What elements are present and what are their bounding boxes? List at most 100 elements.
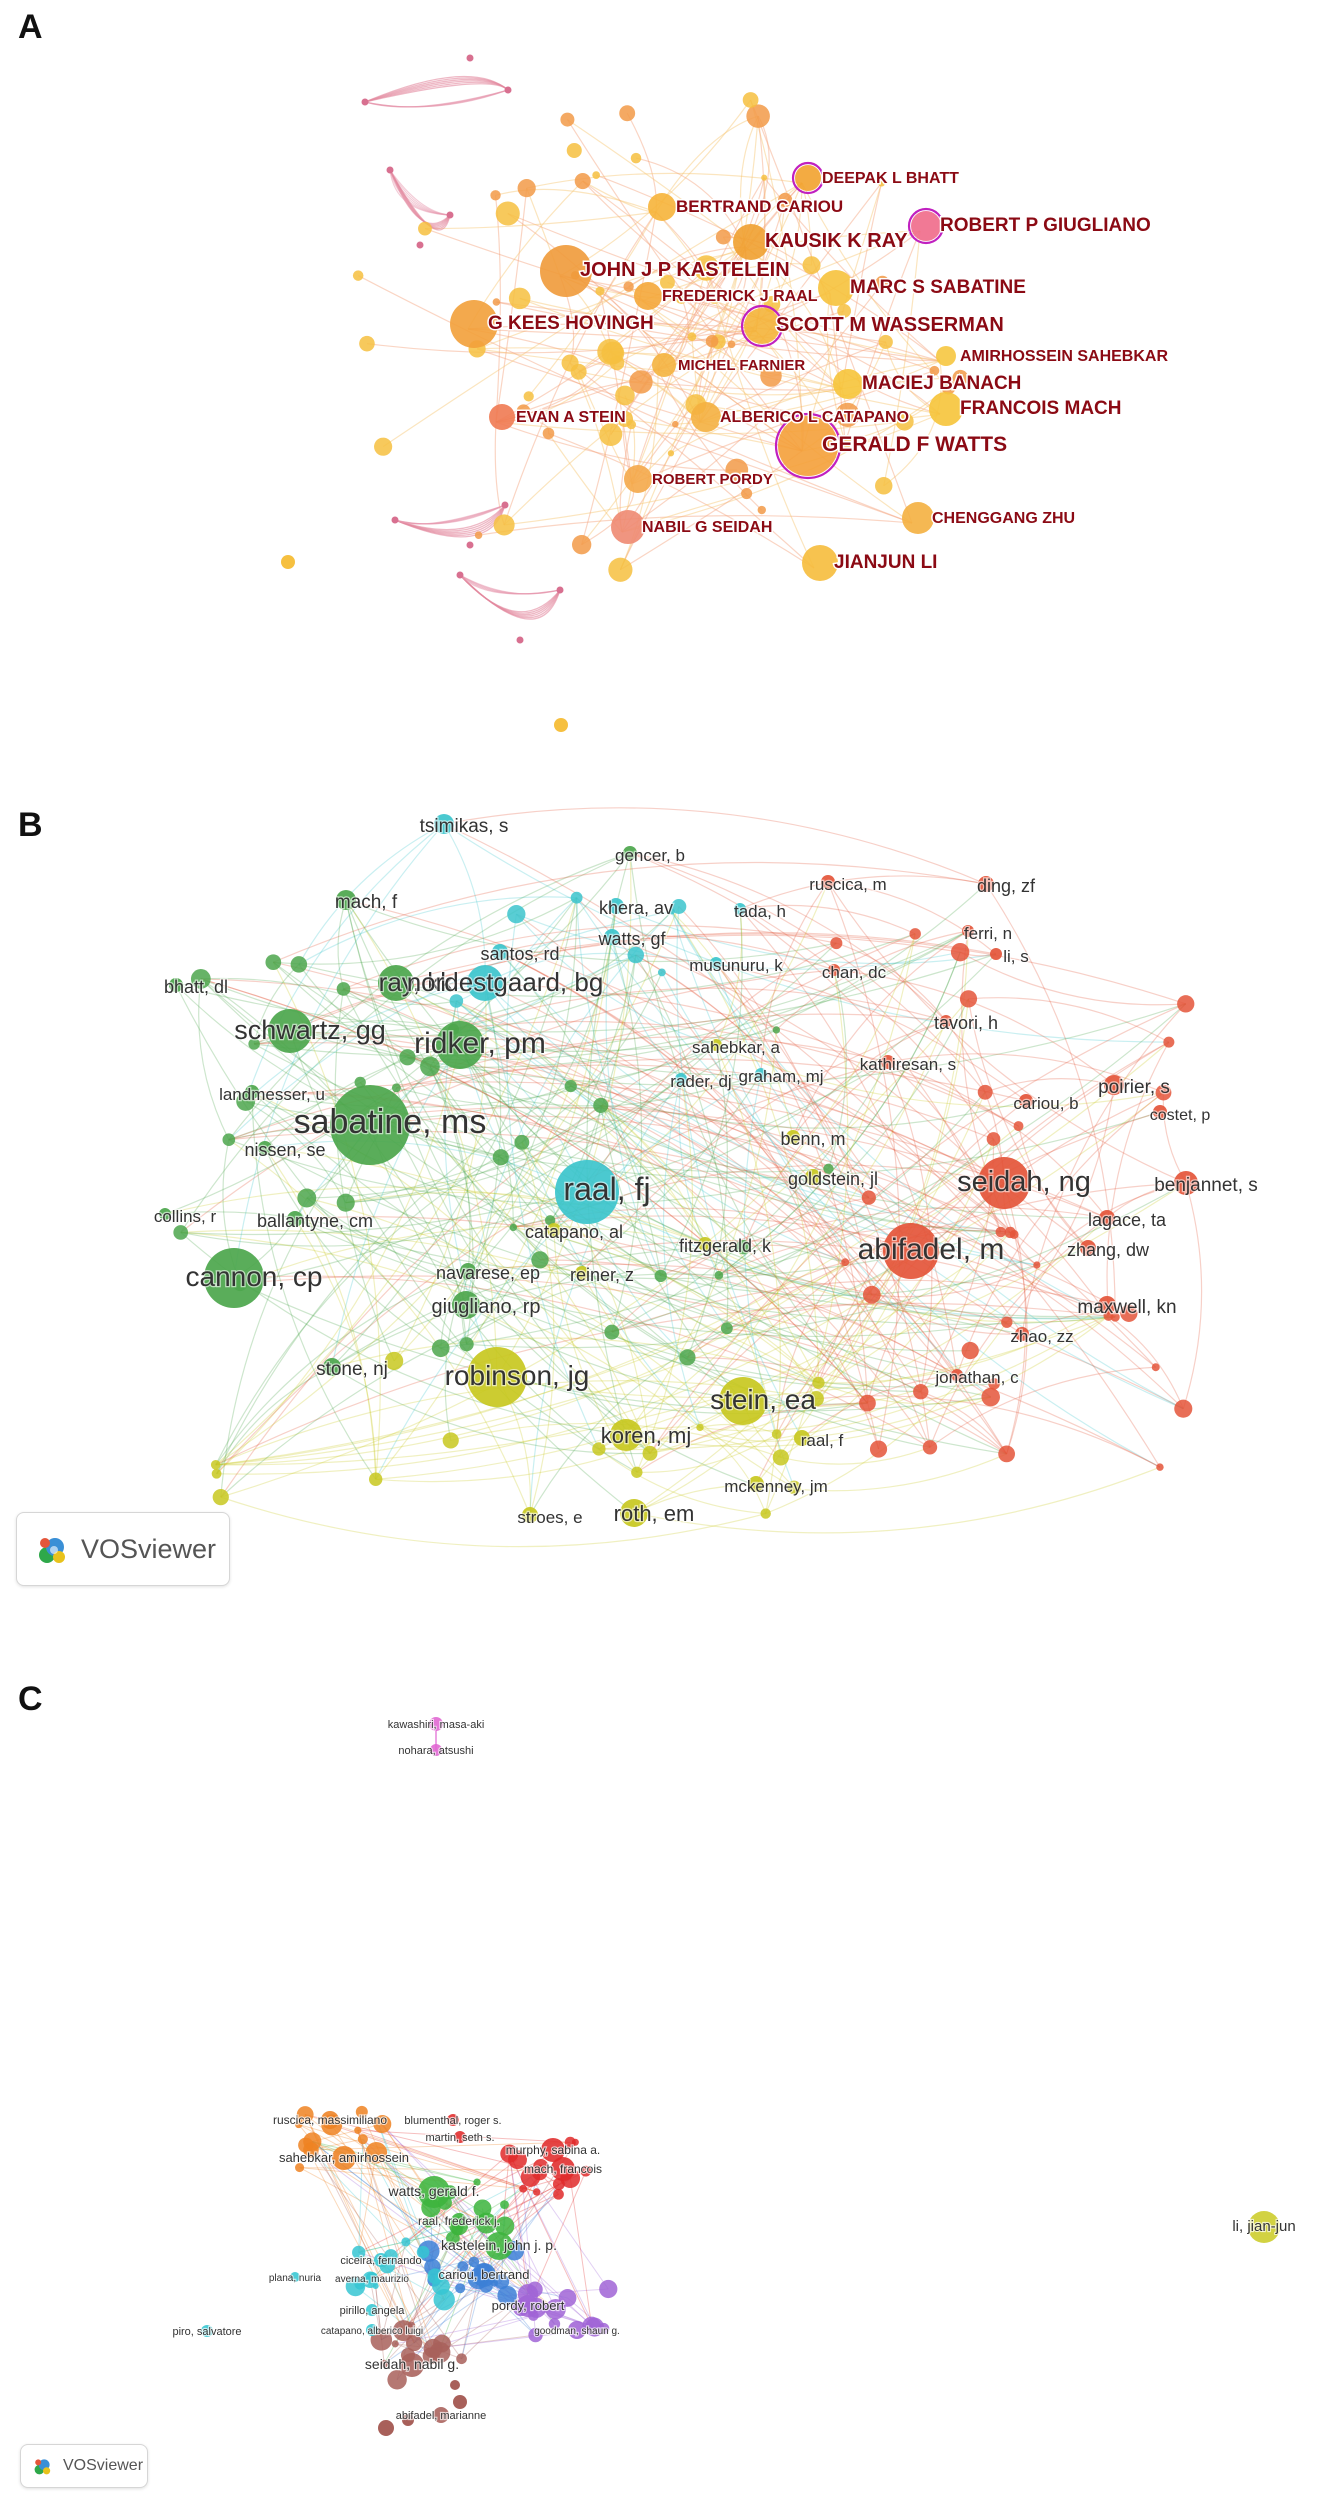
author-label-li-jian-jun: li, jian-jun	[1232, 2218, 1295, 2235]
author-node	[330, 1085, 410, 1165]
author-node	[456, 571, 464, 579]
panel-a-letter: A	[18, 8, 43, 46]
vosviewer-badge-c: VOSviewer	[20, 2444, 148, 2488]
author-label-nabil-g-seidah: NABIL G SEIDAH	[642, 519, 772, 536]
panel-b-letter: B	[18, 806, 43, 844]
author-label-santos-rd: santos, rd	[480, 944, 559, 964]
author-node	[555, 1160, 619, 1224]
author-label-nordestgaard-bg: nordestgaard, bg	[407, 967, 604, 997]
author-node	[485, 2232, 513, 2260]
author-node	[778, 192, 793, 208]
author-node	[585, 2317, 605, 2337]
author-node	[805, 1169, 821, 1185]
author-node	[652, 353, 676, 377]
author-node	[541, 2138, 565, 2162]
author-node	[354, 2126, 362, 2134]
author-label-ciceira-fernando: ciceira, fernando	[340, 2255, 421, 2267]
author-node	[862, 1285, 881, 1304]
author-node	[446, 211, 454, 219]
author-label-benn-m: benn, m	[780, 1129, 845, 1149]
author-label-fitzgerald-k: fitzgerald, k	[679, 1236, 772, 1256]
author-node	[354, 1076, 366, 1089]
author-label-sabatine-ms: sabatine, ms	[294, 1103, 487, 1141]
author-node	[627, 946, 645, 964]
author-label-ruscica-m: ruscica, m	[809, 875, 886, 894]
author-node	[601, 341, 625, 365]
author-node	[355, 2105, 368, 2118]
author-node	[828, 964, 840, 976]
author-label-abifadel-marianne: abifadel, marianne	[396, 2410, 487, 2422]
author-node	[778, 416, 838, 476]
author-node	[386, 166, 394, 174]
author-node	[492, 298, 501, 306]
author-node	[336, 982, 351, 996]
author-node	[940, 1015, 952, 1027]
author-node	[519, 2184, 528, 2193]
author-node	[169, 978, 183, 992]
author-label-cariou-bertrand: cariou, bertrand	[438, 2267, 529, 2282]
vosviewer-label: VOSviewer	[81, 1533, 217, 1564]
author-node	[574, 173, 591, 190]
author-node	[746, 104, 770, 128]
author-label-collins-r: collins, r	[154, 1207, 217, 1226]
author-node	[794, 1430, 810, 1446]
author-label-stein-ea: stein, ea	[710, 1384, 816, 1415]
author-node	[995, 1226, 1007, 1238]
author-node	[667, 450, 675, 457]
author-node	[468, 2256, 480, 2268]
author-label-averna-maurizio: averna, maurizio	[335, 2274, 409, 2285]
author-node	[611, 510, 645, 544]
author-node	[599, 2279, 618, 2299]
author-node	[795, 165, 821, 191]
author-node	[624, 465, 652, 493]
author-node	[642, 1445, 658, 1461]
author-node	[1099, 1210, 1115, 1226]
author-label-khera-av: khera, av	[599, 898, 673, 918]
highlight-ring	[907, 207, 945, 245]
author-node	[544, 1215, 556, 1226]
author-node	[490, 190, 501, 201]
author-node	[657, 968, 666, 977]
author-node	[451, 2213, 467, 2229]
author-node	[1033, 1261, 1041, 1269]
author-node	[297, 1188, 317, 1208]
author-label-goldstein-jl: goldstein, jl	[788, 1169, 878, 1189]
author-node	[391, 2340, 399, 2348]
author-node	[648, 193, 676, 221]
author-node	[459, 1337, 474, 1352]
author-node	[710, 957, 722, 969]
author-node	[592, 171, 601, 179]
author-node	[159, 1208, 171, 1220]
author-node	[1120, 1304, 1138, 1322]
author-label-piro-salvatore: piro, salvatore	[172, 2326, 241, 2338]
author-node	[473, 2178, 481, 2186]
author-node	[760, 1508, 771, 1519]
author-node	[504, 86, 512, 94]
author-node	[902, 502, 934, 534]
author-node	[323, 1358, 341, 1376]
author-node	[295, 2120, 303, 2129]
author-node	[988, 1378, 1000, 1390]
author-node	[693, 255, 720, 281]
author-node	[450, 2380, 460, 2390]
author-label-nissen-se: nissen, se	[244, 1140, 325, 1160]
author-node	[501, 501, 509, 509]
author-label-murphy-sabina-a: murphy, sabina a.	[506, 2143, 601, 2157]
author-node	[492, 944, 508, 960]
author-node	[531, 1251, 549, 1269]
author-node	[516, 636, 524, 644]
author-node	[523, 391, 534, 402]
author-node	[401, 2237, 411, 2247]
author-node	[391, 1083, 401, 1093]
author-node	[881, 1055, 895, 1069]
author-node	[604, 929, 620, 945]
author-node	[450, 300, 498, 348]
author-node	[941, 380, 956, 395]
author-label-deepak-l-bhatt: DEEPAK L BHATT	[822, 170, 959, 187]
author-node	[1015, 1327, 1029, 1341]
author-node	[508, 287, 531, 310]
author-node	[869, 1440, 888, 1458]
author-node	[608, 557, 633, 582]
author-label-francois-mach: FRANCOIS MACH	[960, 398, 1122, 419]
author-label-robert-pordy: ROBERT PORDY	[652, 471, 773, 488]
